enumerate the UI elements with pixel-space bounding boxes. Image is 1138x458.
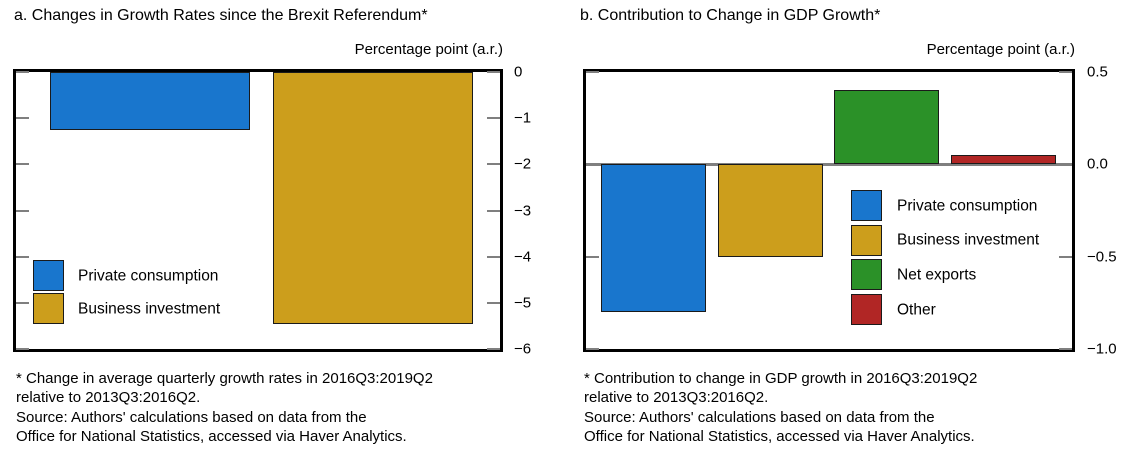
y-axis-tick <box>16 255 29 258</box>
chart-panel-a: a. Changes in Growth Rates since the Bre… <box>13 7 532 445</box>
y-tick-label: −1 <box>514 109 532 127</box>
bar-other <box>951 155 1056 165</box>
y-tick-label: 0.0 <box>1087 155 1108 173</box>
chart-a-unit-label: Percentage point (a.r.) <box>354 41 503 58</box>
y-tick-label: 0.5 <box>1087 63 1108 81</box>
y-axis-tick <box>16 348 29 350</box>
legend-swatch-business-investment <box>33 293 64 324</box>
legend-label-other: Other <box>897 301 936 319</box>
chart-b-plot-inner: Private consumption Business investment Ne… <box>586 71 1072 350</box>
y-axis-tick <box>487 301 500 304</box>
zero-gridline <box>586 162 1072 166</box>
y-axis-tick <box>1059 348 1072 350</box>
y-tick-label: −2 <box>514 155 532 173</box>
chart-a-plot-area: Private consumption Business investment <box>13 69 503 352</box>
legend-swatch-other <box>851 294 882 326</box>
legend-label-business-investment: Business investment <box>897 231 1040 249</box>
y-axis-tick <box>487 348 500 350</box>
chart-b-plot-area: Private consumption Business investment Ne… <box>583 69 1075 352</box>
y-tick-label: 0 <box>514 63 523 81</box>
bar-private-consumption <box>601 164 706 313</box>
y-axis-tick <box>1059 255 1072 258</box>
legend-swatch-private-consumption <box>33 260 64 291</box>
bar-private-consumption <box>50 72 250 130</box>
y-axis-tick <box>487 163 500 166</box>
chart-b-title: b. Contribution to Change in GDP Growth* <box>580 7 881 24</box>
legend-label-business-investment: Business investment <box>78 300 221 317</box>
y-tick-label: −5 <box>514 294 532 312</box>
bar-business-investment <box>273 72 473 324</box>
legend-swatch-private-consumption <box>851 190 882 221</box>
y-axis-tick <box>487 71 500 73</box>
y-tick-label: −0.5 <box>1087 248 1117 266</box>
y-axis-tick <box>16 71 29 73</box>
legend-label-private-consumption: Private consumption <box>78 267 219 284</box>
chart-a-plot-inner: Private consumption Business investment <box>16 71 500 350</box>
legend-label-private-consumption: Private consumption <box>897 197 1038 214</box>
y-axis-tick <box>16 301 29 304</box>
y-tick-label: −3 <box>514 202 532 219</box>
chart-a-title: a. Changes in Growth Rates since the Bre… <box>14 7 428 24</box>
legend-swatch-net-exports <box>851 259 882 291</box>
y-axis-tick <box>16 163 29 166</box>
y-axis-tick <box>487 117 500 120</box>
bar-net-exports <box>834 90 939 165</box>
y-axis-tick <box>586 71 599 73</box>
y-axis-tick <box>1059 71 1072 73</box>
y-axis-tick <box>586 255 599 258</box>
y-axis-tick <box>586 163 599 166</box>
y-axis-tick <box>586 348 599 350</box>
chart-a-footnote: * Change in average quarterly growth rat… <box>16 370 433 445</box>
bar-business-investment <box>718 164 823 257</box>
y-axis-tick <box>1059 163 1072 166</box>
y-axis-tick <box>16 209 29 212</box>
y-axis-tick <box>487 209 500 212</box>
chart-b-footnote: * Contribution to change in GDP growth i… <box>584 370 978 445</box>
y-axis-tick <box>16 117 29 120</box>
chart-b-unit-label: Percentage point (a.r.) <box>926 41 1075 58</box>
y-tick-label: −1.0 <box>1087 340 1117 358</box>
y-tick-label: −6 <box>514 340 532 358</box>
legend-swatch-business-investment <box>851 224 882 256</box>
legend-label-net-exports: Net exports <box>897 266 977 284</box>
chart-panel-b: b. Contribution to Change in GDP Growth*… <box>569 0 1138 458</box>
y-axis-tick <box>487 255 500 258</box>
y-tick-label: −4 <box>514 248 532 266</box>
